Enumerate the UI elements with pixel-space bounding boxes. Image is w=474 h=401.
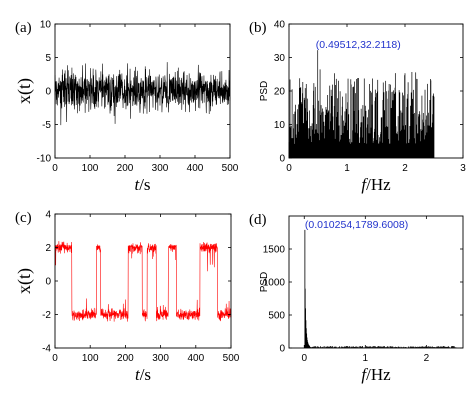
x-tick-label: 0 [52,353,58,364]
x-tick-label: 400 [187,353,204,364]
panel-a: 0 100 200 300 400 500 10 5 0 -5 -10 (a) t/s x(t) [14,20,239,195]
y-tick-label: 20 [274,87,286,98]
y-tick-label: 1500 [263,245,286,256]
y-tick-label: 0 [45,87,51,98]
y-axis-label: PSD [259,81,270,102]
y-tick-label: 1000 [263,278,286,289]
x-tick-label: 3 [460,163,466,174]
y-tick-label: 4 [45,210,51,221]
x-tick-label: 500 [222,163,239,174]
peak-annotation: (0.010254,1789.6008) [305,219,408,231]
x-tick-label: 400 [187,163,204,174]
panel-b: 0 1 2 3 40 30 20 10 0 (b) f/Hz PSD (0.49512,32.2118) [249,20,466,195]
x-tick-label: 1 [344,163,350,174]
x-tick-label: 0 [52,163,58,174]
y-tick-label: 30 [274,53,286,64]
x-tick-label: 300 [152,163,169,174]
y-tick-label: 500 [268,311,285,322]
y-tick-label: 0 [279,344,285,355]
panel-label: (c) [15,210,32,226]
panel-d: 0 1 2 1500 1000 500 0 (d) f/Hz PSD (0.010254,1789.… [249,212,464,384]
y-tick-label: 0 [279,154,285,165]
y-tick-label: 10 [40,20,52,31]
x-tick-label: 200 [117,163,134,174]
y-axis-label: x(t) [14,78,35,104]
y-tick-label: -5 [42,120,51,131]
x-axis-label: f/Hz [361,365,391,384]
panel-c: 0 100 200 300 400 500 4 2 0 -2 -4 (c) t/s x(t) [14,210,240,385]
y-tick-label: 40 [274,20,286,31]
signal-trace [54,62,231,126]
x-tick-label: 0 [286,163,292,174]
x-axis-label: f/Hz [361,175,391,194]
axes-frame [54,213,232,349]
x-tick-label: 0 [301,353,307,364]
y-tick-label: -4 [42,344,51,355]
y-tick-label: 10 [274,120,286,131]
y-axis-label: x(t) [14,268,35,294]
panel-label: (b) [249,20,267,36]
x-axis-label: t/s [135,365,151,384]
y-tick-label: -2 [42,310,51,321]
psd-floor [289,145,434,158]
panel-label: (a) [15,20,32,36]
psd-spikes [304,229,457,348]
psd-spikes [288,50,435,158]
y-tick-label: 0 [45,277,51,288]
y-tick-label: -10 [37,154,52,165]
x-axis-label: t/s [134,175,150,194]
axes-frame [288,215,464,349]
peak-annotation: (0.49512,32.2118) [316,39,401,51]
y-tick-label: 5 [45,53,51,64]
switching-trace [54,241,232,322]
panel-label: (d) [249,212,267,228]
x-tick-label: 100 [82,163,99,174]
x-tick-label: 2 [402,163,408,174]
x-tick-label: 300 [152,353,169,364]
y-tick-label: 2 [45,243,51,254]
x-tick-label: 200 [117,353,134,364]
x-tick-label: 500 [223,353,240,364]
x-tick-label: 2 [424,353,430,364]
x-tick-label: 1 [363,353,369,364]
x-tick-label: 100 [82,353,99,364]
y-axis-label: PSD [259,272,270,293]
